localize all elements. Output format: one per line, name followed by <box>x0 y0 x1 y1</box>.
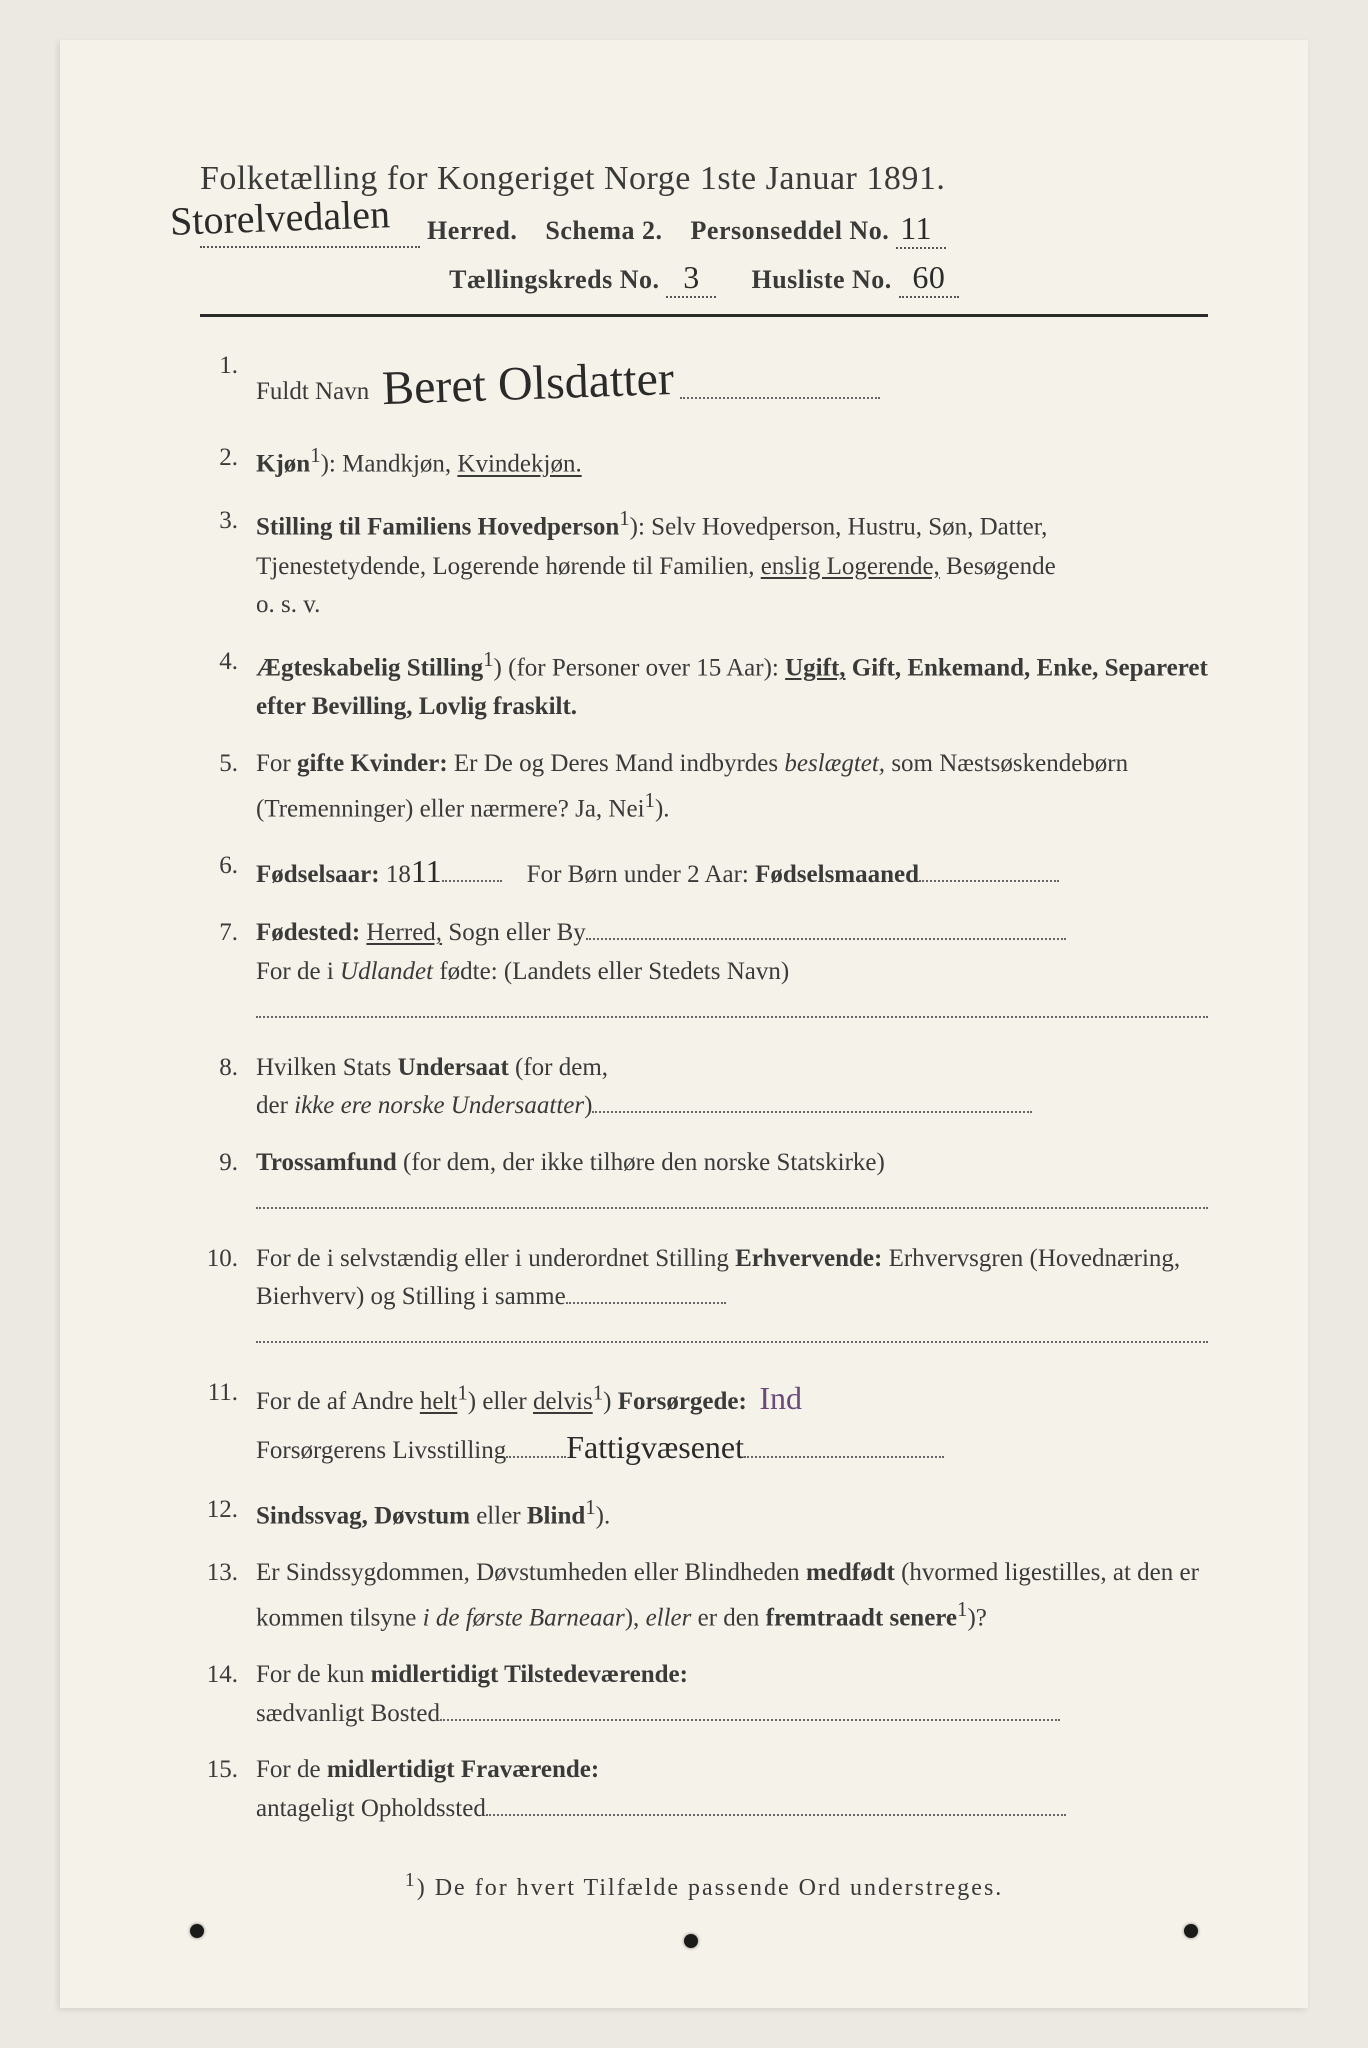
item-number: 6. <box>200 847 256 897</box>
footnote-text: ) De for hvert Tilfælde passende Ord und… <box>417 1875 1004 1901</box>
item-3: 3. Stilling til Familiens Hovedperson1):… <box>200 502 1208 625</box>
trossamfund-label: Trossamfund <box>256 1149 397 1176</box>
personseddel-label: Personseddel No. <box>691 216 890 245</box>
punch-hole <box>1184 1924 1198 1938</box>
kreds-no: 3 <box>683 259 700 296</box>
item-number: 13. <box>200 1554 256 1638</box>
item-number: 12. <box>200 1491 256 1536</box>
header-line-3: Tællingskreds No. 3 Husliste No. 60 <box>200 259 1208 298</box>
stilling-label: Stilling til Familiens Hovedperson <box>256 514 619 541</box>
item-number: 7. <box>200 914 256 1030</box>
herred-handwritten: Storelvedalen <box>169 190 390 245</box>
herred-label: Herred. <box>427 216 517 245</box>
osv: o. s. v. <box>256 591 320 618</box>
fodselsaar-label: Fødselsaar: <box>256 861 380 888</box>
item-14: 14. For de kun midlertidigt Tilstedevære… <box>200 1656 1208 1734</box>
item-number: 4. <box>200 643 256 727</box>
kjon-label: Kjøn <box>256 451 310 478</box>
aegteskab-label: Ægteskabelig Stilling <box>256 654 483 681</box>
forsorgede-hand: Ind <box>759 1374 802 1424</box>
aegteskab-selected: Ugift, <box>785 654 845 681</box>
fodested-selected: Herred, <box>366 919 442 946</box>
item-4: 4. Ægteskabelig Stilling1) (for Personer… <box>200 643 1208 727</box>
item-number: 3. <box>200 502 256 625</box>
fuldt-navn-label: Fuldt Navn <box>256 378 369 405</box>
item-number: 8. <box>200 1049 256 1127</box>
schema-label: Schema 2. <box>545 216 662 245</box>
item-number: 2. <box>200 439 256 484</box>
item-15: 15. For de midlertidigt Fraværende: anta… <box>200 1751 1208 1829</box>
item-number: 11. <box>200 1374 256 1473</box>
item-7: 7. Fødested: Herred, Sogn eller By For d… <box>200 914 1208 1030</box>
item-number: 1. <box>200 347 256 421</box>
item-1: 1. Fuldt Navn Beret Olsdatter <box>200 347 1208 421</box>
footnote: 1) De for hvert Tilfælde passende Ord un… <box>200 1869 1208 1902</box>
item-number: 14. <box>200 1656 256 1734</box>
husliste-label: Husliste No. <box>751 265 891 294</box>
item-2: 2. Kjøn1): Mandkjøn, Kvindekjøn. <box>200 439 1208 484</box>
item-number: 15. <box>200 1751 256 1829</box>
kreds-label: Tællingskreds No. <box>449 265 659 294</box>
kjon-selected: Kvindekjøn. <box>457 451 581 478</box>
item-11: 11. For de af Andre helt1) eller delvis1… <box>200 1374 1208 1473</box>
husliste-no: 60 <box>912 259 945 296</box>
item-8: 8. Hvilken Stats Undersaat (for dem, der… <box>200 1049 1208 1127</box>
item-12: 12. Sindssvag, Døvstum eller Blind1). <box>200 1491 1208 1536</box>
item-number: 5. <box>200 745 256 829</box>
item-13: 13. Er Sindssygdommen, Døvstumheden elle… <box>200 1554 1208 1638</box>
form-header: Folketælling for Kongeriget Norge 1ste J… <box>200 160 1208 298</box>
stilling-selected: enslig Logerende, <box>761 553 940 580</box>
fodested-label: Fødested: <box>256 919 360 946</box>
item-9: 9. Trossamfund (for dem, der ikke tilhør… <box>200 1144 1208 1222</box>
fodselsaar-value: 11 <box>411 847 442 897</box>
livsstilling-hand: Fattigvæsenet <box>566 1423 744 1473</box>
item-number: 10. <box>200 1240 256 1356</box>
item-number: 9. <box>200 1144 256 1222</box>
fuldt-navn-value: Beret Olsdatter <box>380 342 674 427</box>
census-form-page: Folketælling for Kongeriget Norge 1ste J… <box>60 40 1308 2008</box>
punch-hole <box>190 1924 204 1938</box>
punch-hole <box>684 1934 698 1948</box>
item-6: 6. Fødselsaar: 1811 For Børn under 2 Aar… <box>200 847 1208 897</box>
header-rule <box>200 314 1208 317</box>
item-5: 5. For gifte Kvinder: Er De og Deres Man… <box>200 745 1208 829</box>
personseddel-no: 11 <box>900 210 932 247</box>
item-10: 10. For de i selvstændig eller i underor… <box>200 1240 1208 1356</box>
